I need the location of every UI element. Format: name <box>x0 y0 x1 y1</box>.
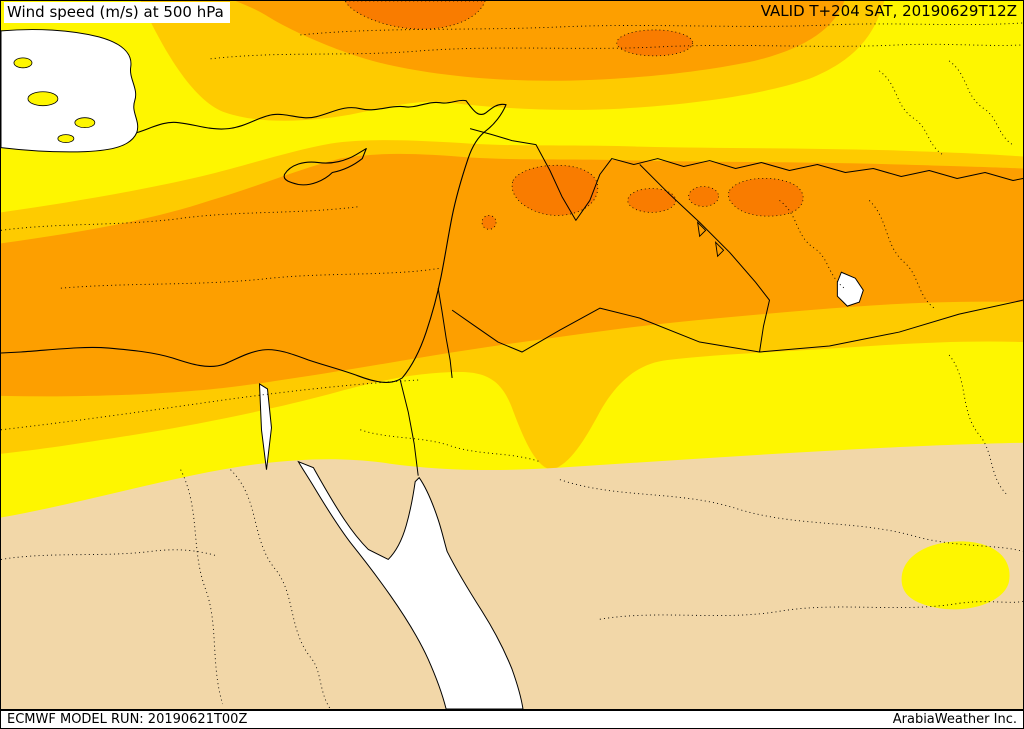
tan-band-south <box>1 442 1023 709</box>
valid-time-label: VALID T+204 SAT, 20190629T12Z <box>760 2 1017 20</box>
turkey-border <box>469 128 1023 221</box>
cyprus-island <box>283 148 367 186</box>
dotted-line <box>60 267 441 289</box>
wind-max-blob <box>627 188 677 213</box>
wind-max-blob <box>728 177 804 217</box>
dotted-line <box>1 549 216 560</box>
wind-speed-fill-bands <box>1 1 1023 709</box>
island <box>13 57 33 69</box>
map-footer: ECMWF MODEL RUN: 20190621T00Z ArabiaWeat… <box>0 710 1024 729</box>
map-linework <box>1 1 1023 709</box>
lake <box>714 241 725 258</box>
wind-max-blob <box>511 164 599 216</box>
dotted-line <box>879 70 945 156</box>
jordan-saudi-iraq-border <box>451 299 1023 353</box>
dotted-line <box>868 200 935 309</box>
wind-maxima-blobs <box>344 1 804 230</box>
dotted-line <box>360 429 541 463</box>
persian-gulf-tip <box>836 271 864 307</box>
nile-valley-region <box>258 382 272 470</box>
dotted-line <box>1 379 421 431</box>
wind-max-blob <box>344 1 486 30</box>
dotted-line <box>948 60 1015 146</box>
country-borders <box>399 128 1023 476</box>
island <box>74 117 96 129</box>
wind-max-blob <box>688 186 719 207</box>
yellow-pocket-southeast <box>901 541 1010 610</box>
brand-label: ArabiaWeather Inc. <box>892 712 1017 727</box>
island <box>57 134 75 143</box>
island <box>27 91 59 107</box>
egypt-israel-border <box>399 379 419 476</box>
syria-iraq-border <box>639 164 770 353</box>
mediterranean-coastline <box>1 99 507 383</box>
map-title: Wind speed (m/s) at 500 hPa <box>4 2 230 23</box>
wind-max-blob <box>481 214 497 230</box>
wind-speed-map: Wind speed (m/s) at 500 hPa VALID T+204 … <box>0 0 1024 710</box>
dotted-border-lines <box>1 22 1023 709</box>
lakes <box>697 221 725 258</box>
model-run-label: ECMWF MODEL RUN: 20190621T00Z <box>7 712 248 727</box>
aegean-islands <box>13 57 96 143</box>
jordan-valley-border <box>437 288 453 378</box>
lake <box>697 221 707 238</box>
wind-max-blob <box>616 29 694 57</box>
aegean-sea-region <box>1 29 139 153</box>
map-canvas <box>1 1 1023 709</box>
red-sea-region <box>297 460 524 709</box>
